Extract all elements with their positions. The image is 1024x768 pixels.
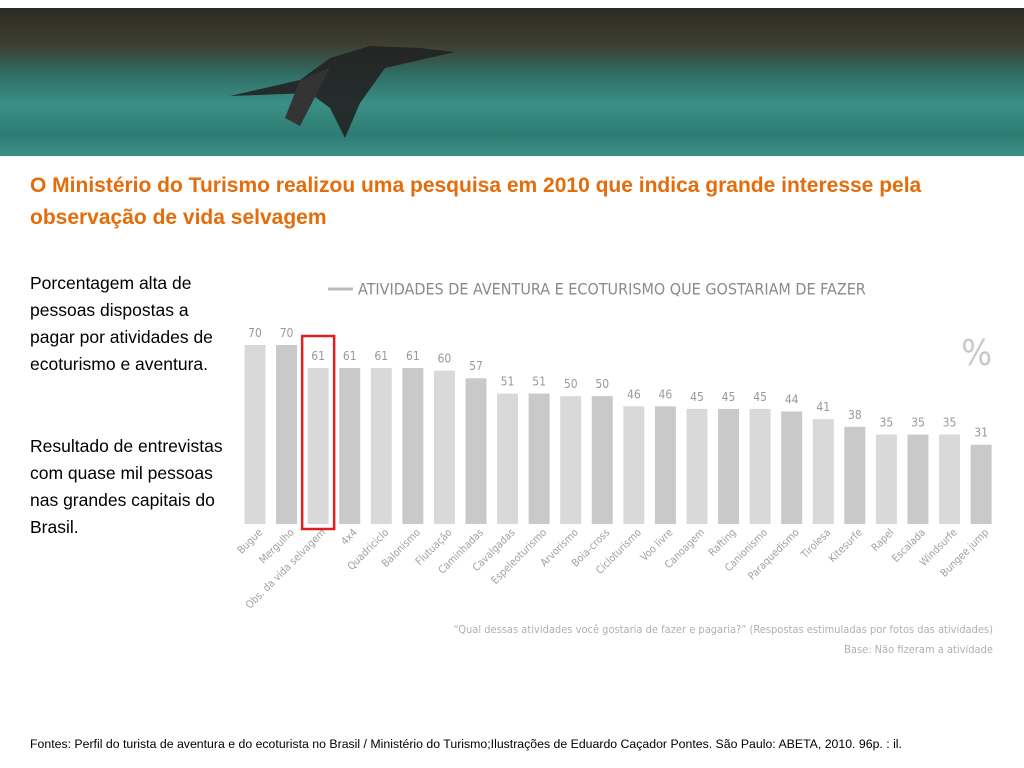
- bar: [654, 406, 676, 524]
- side-text: Resultado de entrevistas com quase mil p…: [30, 436, 223, 537]
- bar: [528, 393, 550, 524]
- value-label: 35: [911, 416, 925, 430]
- value-label: 41: [816, 400, 830, 414]
- unit-label: %: [961, 333, 992, 374]
- highlight-box: [300, 334, 336, 531]
- bar: [560, 396, 582, 524]
- bar: [339, 368, 361, 524]
- value-label: 61: [374, 349, 388, 363]
- value-label: 35: [943, 416, 957, 430]
- value-label: 61: [343, 349, 357, 363]
- x-tick-label: Bugue: [235, 527, 265, 557]
- value-label: 51: [532, 375, 546, 389]
- bar: [907, 434, 929, 524]
- value-label: 61: [406, 349, 420, 363]
- bird: [230, 46, 455, 138]
- bar: [844, 426, 866, 524]
- header-photo: [0, 8, 1024, 156]
- chart-note: Base: Não fizeram a atividade: [844, 643, 993, 656]
- headline: O Ministério do Turismo realizou uma pes…: [30, 174, 922, 229]
- bar: [718, 408, 740, 524]
- x-tick-label: Espeleoturismo: [489, 526, 549, 586]
- chart: ATIVIDADES DE AVENTURA E ECOTURISMO QUE …: [235, 280, 993, 657]
- value-label: 45: [690, 390, 704, 404]
- value-label: 46: [627, 387, 641, 401]
- footer: Fontes: Perfil do turista de aventura e …: [30, 737, 902, 751]
- bar: [939, 434, 961, 524]
- bar: [875, 434, 897, 524]
- value-label: 50: [564, 377, 578, 391]
- x-tick-label: Rapel: [869, 527, 896, 554]
- bar: [307, 368, 329, 524]
- value-label: 61: [311, 349, 325, 363]
- bar: [370, 368, 392, 524]
- value-label: 45: [753, 390, 767, 404]
- chart-title: ATIVIDADES DE AVENTURA E ECOTURISMO QUE …: [358, 280, 866, 299]
- bar: [781, 411, 803, 524]
- value-label: 44: [785, 392, 799, 406]
- bar: [433, 370, 455, 524]
- bar: [591, 396, 613, 524]
- bar: [465, 378, 487, 524]
- value-label: 50: [595, 377, 609, 391]
- value-label: 38: [848, 408, 862, 422]
- bar: [749, 408, 771, 524]
- x-tick-label: 4x4: [339, 527, 360, 548]
- value-label: 35: [880, 416, 894, 430]
- value-label: 70: [280, 326, 294, 340]
- value-label: 45: [722, 390, 736, 404]
- value-label: 60: [438, 352, 452, 366]
- value-label: 57: [469, 359, 483, 373]
- value-label: 51: [501, 375, 515, 389]
- bar: [276, 345, 298, 524]
- x-tick-label: Kitesurfe: [827, 527, 866, 566]
- value-label: 31: [974, 426, 988, 440]
- side-text: Porcentagem alta de pessoas dispostas a …: [30, 273, 213, 374]
- bar: [497, 393, 519, 524]
- bar: [686, 408, 708, 524]
- chart-note: “Qual dessas atividades você gostaria de…: [453, 623, 993, 636]
- bar: [402, 368, 424, 524]
- bar: [244, 345, 266, 524]
- value-label: 46: [659, 387, 673, 401]
- value-label: 70: [248, 326, 262, 340]
- bar: [623, 406, 645, 524]
- bar: [970, 444, 992, 524]
- bar: [812, 419, 834, 524]
